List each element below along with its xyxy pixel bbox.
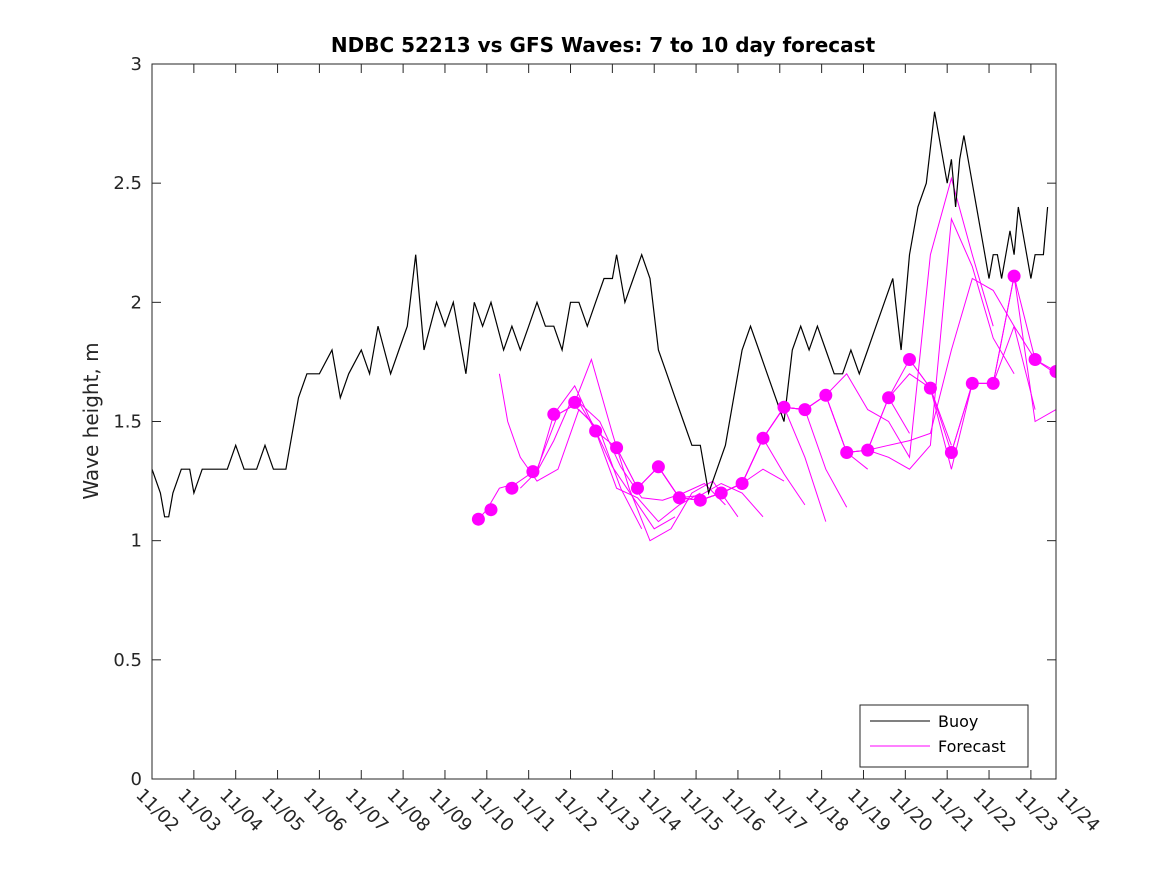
forecast-marker	[672, 491, 686, 505]
legend-forecast-label: Forecast	[938, 737, 1006, 756]
forecast-marker	[589, 424, 603, 438]
y-tick-label: 2.5	[113, 173, 142, 194]
forecast-line-5	[574, 357, 739, 542]
y-tick-label: 2	[131, 292, 142, 313]
forecast-marker	[923, 381, 937, 395]
forecast-marker	[568, 395, 582, 409]
legend-box	[859, 704, 1029, 768]
y-axis-label: Wave height, m	[79, 342, 103, 499]
forecast-line-15	[846, 216, 1015, 470]
plot-area	[152, 64, 1056, 779]
forecast-marker	[714, 486, 728, 500]
forecast-marker	[903, 353, 916, 366]
legend: Buoy Forecast	[859, 704, 1029, 768]
buoy-line	[152, 111, 1049, 518]
y-tick-label: 0.5	[113, 650, 142, 671]
forecast-marker	[965, 376, 979, 390]
forecast-marker	[526, 465, 540, 479]
forecast-line-4	[557, 401, 726, 506]
y-tick-label: 0	[131, 769, 142, 790]
forecast-marker	[1007, 269, 1021, 283]
forecast-marker	[944, 446, 958, 459]
forecast-marker	[547, 407, 561, 421]
forecast-marker	[819, 388, 833, 402]
forecast-marker	[1028, 353, 1042, 366]
legend-buoy-label: Buoy	[938, 712, 978, 731]
y-tick-label: 1	[131, 531, 142, 552]
forecast-line-14	[825, 176, 994, 459]
forecast-marker	[631, 481, 644, 495]
forecast-marker	[505, 481, 519, 495]
chart-title: NDBC 52213 vs GFS Waves: 7 to 10 day for…	[331, 33, 876, 57]
forecast-marker	[840, 446, 854, 459]
forecast-marker	[610, 441, 624, 455]
forecast-marker	[484, 503, 498, 517]
forecast-marker	[471, 512, 485, 526]
forecast-marker	[798, 403, 812, 417]
forecast-marker	[986, 376, 1000, 390]
forecast-marker	[735, 477, 749, 490]
forecast-line-19	[950, 276, 1056, 453]
forecast-marker	[882, 391, 896, 405]
plot-series	[152, 111, 1056, 542]
forecast-marker	[756, 431, 770, 445]
forecast-marker	[693, 493, 707, 507]
forecast-marker	[1049, 365, 1056, 378]
forecast-marker	[777, 400, 791, 414]
y-tick-label: 1.5	[113, 412, 142, 433]
forecast-marker	[861, 443, 875, 457]
forecast-line-3	[536, 384, 701, 523]
forecast-marker	[651, 460, 665, 474]
plot-layer	[152, 64, 1056, 779]
y-tick-label: 3	[131, 54, 142, 75]
